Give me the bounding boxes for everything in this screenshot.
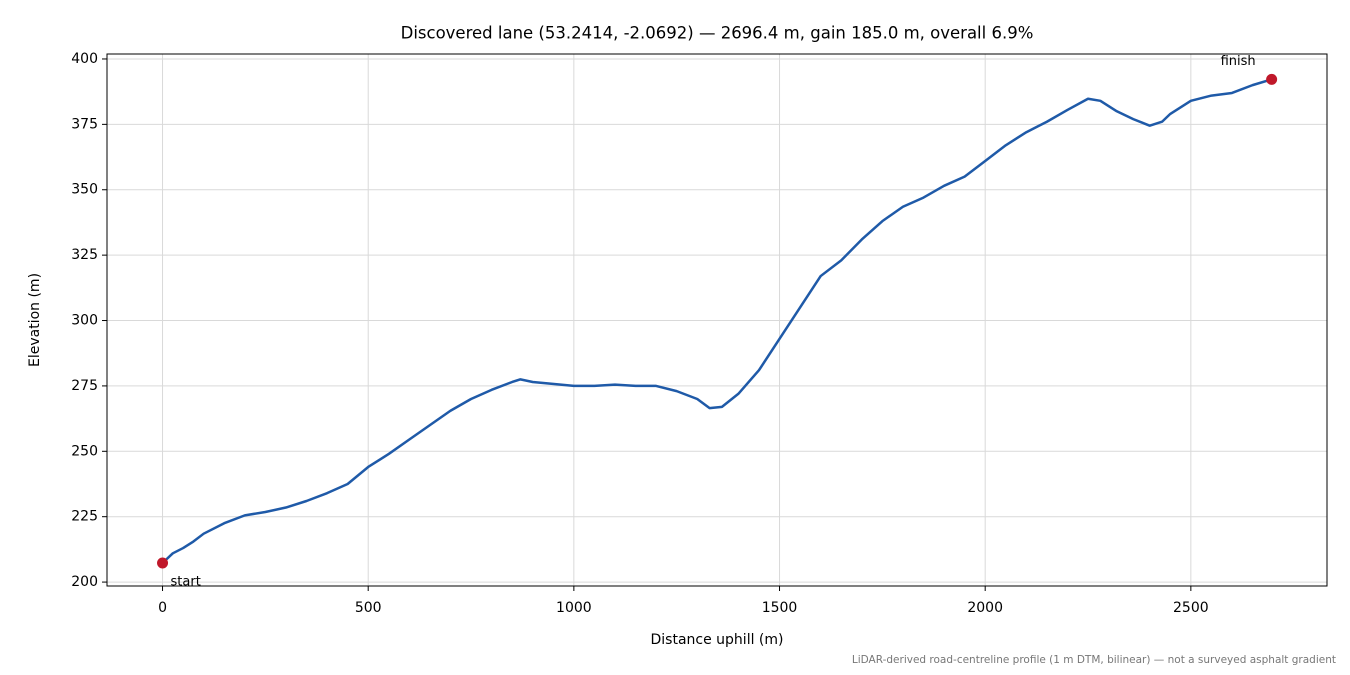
endpoint-marker [1266, 73, 1278, 85]
y-axis-label: Elevation (m) [27, 273, 43, 367]
x-axis-label: Distance uphill (m) [651, 632, 784, 648]
y-tick-label: 375 [71, 116, 98, 132]
y-tick-label: 200 [71, 574, 98, 590]
footnote: LiDAR-derived road-centreline profile (1… [852, 654, 1336, 666]
x-tick-label: 0 [158, 600, 167, 616]
endpoint-marker [157, 557, 169, 569]
y-tick-label: 225 [71, 509, 98, 525]
y-tick-label: 250 [71, 443, 98, 459]
y-tick-label: 300 [71, 313, 98, 329]
endpoint-label: start [171, 574, 201, 589]
x-tick-label: 2000 [967, 600, 1003, 616]
x-tick-label: 500 [355, 600, 382, 616]
y-tick-label: 350 [71, 182, 98, 198]
y-tick-label: 325 [71, 247, 98, 263]
y-tick-label: 275 [71, 378, 98, 394]
chart-title: Discovered lane (53.2414, -2.0692) — 269… [401, 24, 1034, 43]
endpoint-label: finish [1221, 54, 1256, 69]
elevation-line [161, 78, 1273, 564]
y-tick-label: 400 [71, 51, 98, 67]
x-tick-label: 2500 [1173, 600, 1209, 616]
plot-frame [106, 53, 1328, 587]
x-tick-label: 1500 [762, 600, 798, 616]
x-tick-label: 1000 [556, 600, 592, 616]
